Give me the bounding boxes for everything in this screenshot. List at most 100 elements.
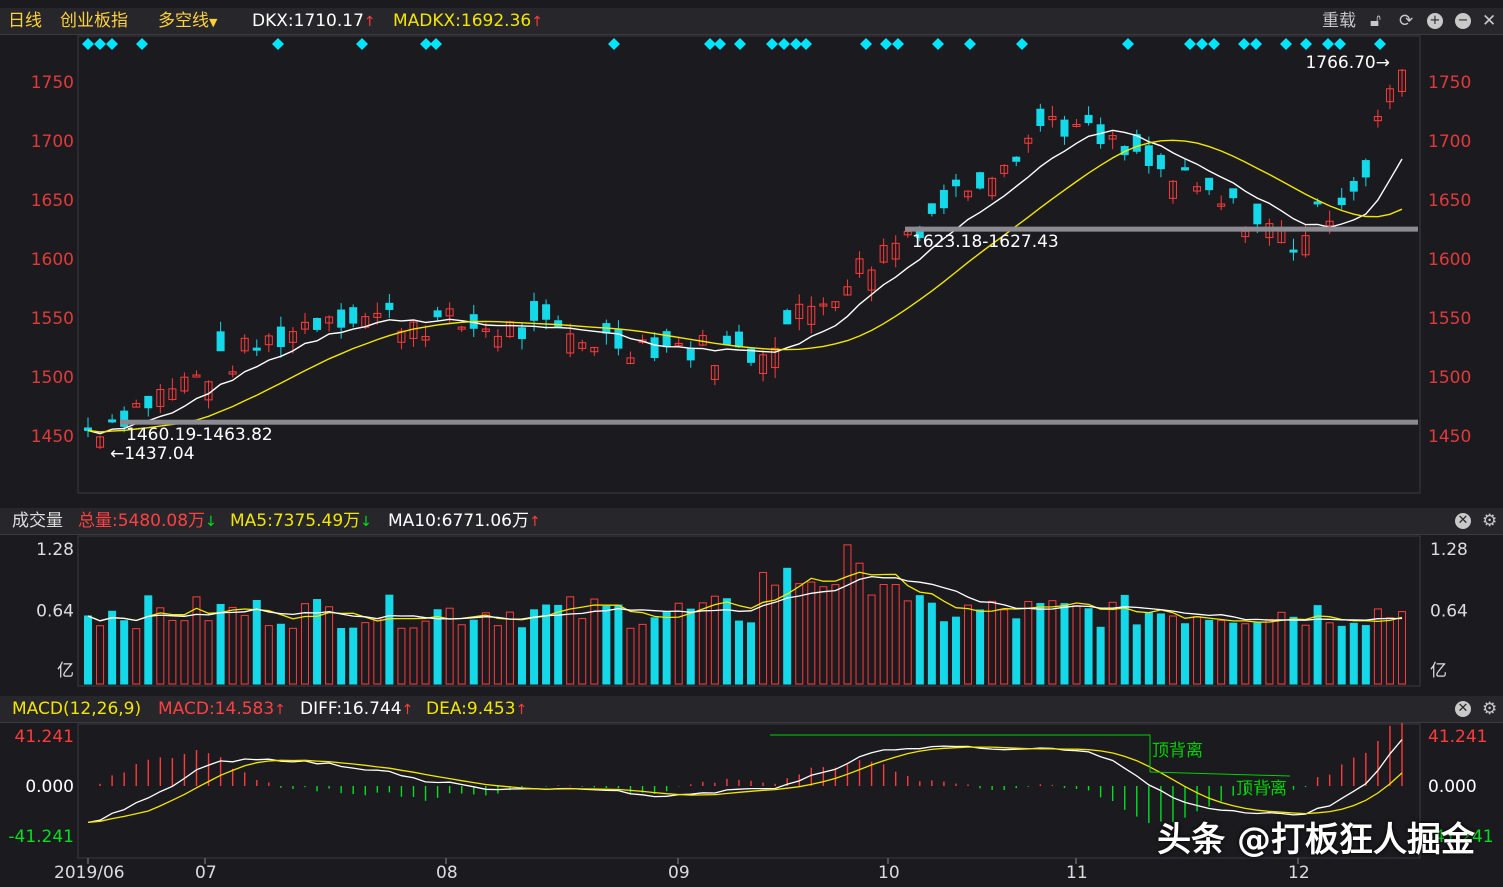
candle-body [964, 190, 973, 198]
volume-bar [108, 610, 117, 685]
volume-header: 成交量 总量:5480.08万↓ MA5:7375.49万↓ MA10:6771… [0, 508, 1503, 535]
candle-body [795, 303, 804, 320]
candle-body [831, 301, 840, 309]
volume-bar [156, 607, 165, 685]
volume-bar [976, 609, 985, 685]
macd-frame [77, 723, 1421, 859]
volume-bar [1241, 623, 1250, 685]
candle-body [578, 342, 587, 349]
volume-bar [216, 603, 225, 685]
macd-close-icon[interactable]: ✕ [1455, 701, 1471, 717]
candle-body [264, 335, 273, 346]
macd-tick-label: 0.000 [1428, 777, 1477, 797]
volume-bar [710, 595, 719, 685]
signal-diamond [704, 38, 716, 50]
zoom-out-icon[interactable]: − [1455, 13, 1471, 29]
signal-diamond [778, 38, 790, 50]
candle-body [686, 347, 695, 361]
volume-bar [1024, 601, 1033, 685]
volume-bar [252, 599, 261, 685]
arrow-up-icon: ↑ [515, 702, 528, 718]
volume-bar [831, 584, 840, 685]
dea-label: DEA:9.453 [426, 699, 516, 719]
period-tab[interactable]: 日线 [8, 11, 42, 31]
volume-ma10-label: MA10:6771.06万 [388, 511, 529, 531]
candle-body [1193, 186, 1202, 192]
signal-diamond [1196, 38, 1208, 50]
close-icon[interactable]: ✕ [1482, 11, 1497, 31]
volume-bar [590, 598, 599, 685]
volume-settings-icon[interactable]: ⚙ [1482, 511, 1498, 531]
candle-body [1337, 197, 1346, 206]
lock-icon[interactable]: 🔓︎ [1370, 11, 1382, 31]
volume-bar [1385, 617, 1394, 685]
macd-settings-icon[interactable]: ⚙ [1482, 699, 1498, 719]
signal-diamond [932, 38, 944, 50]
candle-body [373, 312, 382, 318]
candle-body [1036, 108, 1045, 127]
volume-bar [686, 608, 695, 685]
signal-diamond [430, 38, 442, 50]
volume-bar [566, 596, 575, 685]
candle-body [951, 179, 960, 187]
signal-diamond [1334, 38, 1346, 50]
candle-body [493, 335, 502, 348]
volume-bar [951, 616, 960, 685]
volume-bar [469, 619, 478, 685]
candle-body [1325, 220, 1334, 227]
candle-body [144, 395, 153, 409]
signal-diamond [106, 38, 118, 50]
volume-bar [698, 602, 707, 685]
volume-bar [385, 594, 394, 685]
signal-diamond [608, 38, 620, 50]
zoom-in-icon[interactable]: + [1427, 13, 1443, 29]
arrow-down-icon: ↓ [205, 514, 217, 530]
signal-diamond [800, 38, 812, 50]
volume-bar [373, 618, 382, 685]
candle-body [216, 331, 225, 352]
volume-bar [361, 622, 370, 685]
macd-tick-label: 41.241 [1428, 727, 1487, 747]
volume-bar [1265, 618, 1274, 685]
candle-body [349, 307, 358, 324]
volume-bar [554, 604, 563, 685]
volume-bar [1313, 605, 1322, 685]
volume-bar [855, 562, 864, 685]
candle-body [1060, 119, 1069, 137]
volume-bar [120, 620, 129, 685]
candle-body [180, 376, 189, 392]
price-tick-label: 1450 [31, 427, 74, 447]
candle-body [1000, 165, 1009, 174]
volume-tick-label: 亿 [1430, 661, 1447, 681]
volume-bar [168, 619, 177, 685]
candle-body [976, 172, 985, 189]
candle-body [325, 316, 334, 324]
volume-bar [674, 602, 683, 685]
volume-bar [1229, 622, 1238, 685]
candle-body [554, 320, 563, 327]
candle-body [626, 357, 635, 365]
gap-band-2 [905, 226, 1418, 232]
volume-bar [1156, 613, 1165, 685]
price-tick-label: 1650 [31, 191, 74, 211]
volume-tick-label: 亿 [57, 661, 74, 681]
dkx-value: DKX:1710.17↑ [252, 8, 376, 35]
restore-button[interactable]: 重载 [1322, 11, 1356, 31]
diff-line [87, 739, 1403, 824]
candle-body [1253, 203, 1262, 225]
index-name[interactable]: 创业板指 [60, 11, 128, 31]
macd-tick-label: 0.000 [25, 777, 74, 797]
price-tick-label: 1500 [1428, 368, 1471, 388]
volume-close-icon[interactable]: ✕ [1455, 513, 1471, 529]
macd-tick-label: -41.241 [8, 827, 74, 847]
volume-bar [807, 581, 816, 685]
volume-bar [903, 600, 912, 685]
candle-body [1072, 123, 1081, 127]
volume-bar [939, 621, 948, 685]
refresh-icon[interactable]: ⟳ [1399, 11, 1414, 31]
volume-bar [722, 598, 731, 685]
macd-tick-label: -41.241 [1428, 827, 1494, 847]
indicator-select[interactable]: 多空线▼ [158, 8, 217, 36]
volume-bar [445, 607, 454, 685]
